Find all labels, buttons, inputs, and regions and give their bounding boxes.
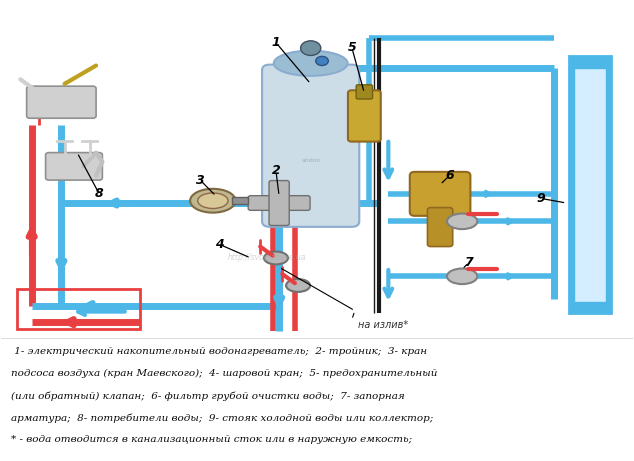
Text: ariston: ariston xyxy=(301,158,320,163)
Text: 8: 8 xyxy=(95,187,103,201)
FancyBboxPatch shape xyxy=(269,181,289,225)
Text: арматура;  8- потребители воды;  9- стояк холодной воды или коллектор;: арматура; 8- потребители воды; 9- стояк … xyxy=(11,414,433,423)
Bar xyxy=(569,56,611,313)
Bar xyxy=(569,56,611,65)
Text: 6: 6 xyxy=(445,169,454,182)
Ellipse shape xyxy=(264,252,288,265)
Text: 1- электрический накопительный водонагреватель;  2- тройник;  3- кран: 1- электрический накопительный водонагре… xyxy=(11,347,427,356)
Text: http://svoe-zhilye.ua: http://svoe-zhilye.ua xyxy=(227,254,306,262)
Text: 3: 3 xyxy=(196,174,205,187)
Text: на излив*: на излив* xyxy=(358,320,408,330)
Text: 9: 9 xyxy=(537,192,545,205)
Ellipse shape xyxy=(447,268,477,284)
Text: 2: 2 xyxy=(271,165,280,177)
Text: 1: 1 xyxy=(271,36,280,49)
Ellipse shape xyxy=(198,193,228,208)
Bar xyxy=(1,1,633,336)
Bar xyxy=(574,68,606,301)
Ellipse shape xyxy=(447,213,477,229)
Text: * - вода отводится в канализационный сток или в наружную емкость;: * - вода отводится в канализационный сто… xyxy=(11,435,412,444)
Text: (или обратный) клапан;  6- фильтр грубой очистки воды;  7- запорная: (или обратный) клапан; 6- фильтр грубой … xyxy=(11,391,404,401)
FancyBboxPatch shape xyxy=(427,207,453,247)
FancyBboxPatch shape xyxy=(248,195,310,210)
Text: 5: 5 xyxy=(347,41,356,54)
FancyBboxPatch shape xyxy=(410,172,470,216)
Ellipse shape xyxy=(190,189,236,213)
FancyBboxPatch shape xyxy=(46,153,102,180)
FancyBboxPatch shape xyxy=(262,65,359,227)
FancyBboxPatch shape xyxy=(27,86,96,118)
FancyBboxPatch shape xyxy=(356,85,373,99)
Ellipse shape xyxy=(274,51,347,76)
Text: 4: 4 xyxy=(215,238,224,251)
Circle shape xyxy=(301,41,321,55)
Text: подсоса воздуха (кран Маевского);  4- шаровой кран;  5- предохранительный: подсоса воздуха (кран Маевского); 4- шар… xyxy=(11,369,437,378)
Ellipse shape xyxy=(286,279,310,292)
Text: 7: 7 xyxy=(464,256,473,269)
Circle shape xyxy=(316,56,328,65)
FancyBboxPatch shape xyxy=(348,90,381,142)
Bar xyxy=(232,197,247,204)
Bar xyxy=(17,289,140,329)
